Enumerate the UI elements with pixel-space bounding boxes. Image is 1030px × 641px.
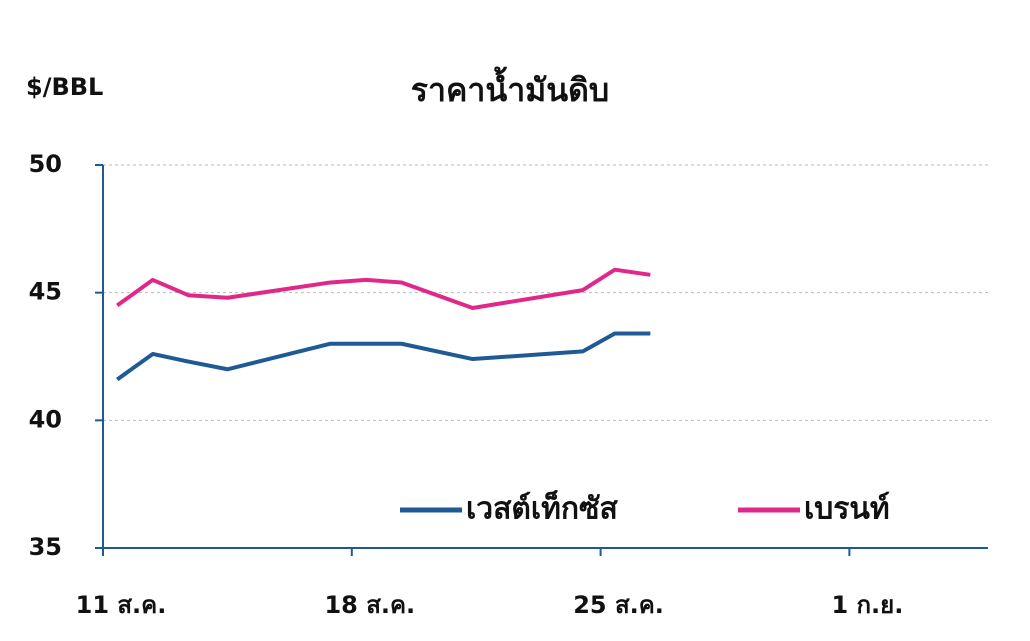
y-tick-label: 40 [29, 405, 62, 433]
x-tick-label: 1 ก.ย. [831, 591, 903, 619]
legend-label: เบรนท์ [804, 492, 890, 527]
y-tick-label: 35 [29, 533, 62, 561]
y-tick-label: 45 [29, 278, 62, 306]
y-axis-label: $/BBL [26, 73, 103, 101]
x-tick-label: 25 ส.ค. [573, 591, 664, 619]
y-tick-label: 50 [29, 150, 62, 178]
x-tick-label: 18 ส.ค. [324, 591, 415, 619]
legend-label: เวสต์เท็กซัส [466, 490, 618, 527]
x-tick-label: 11 ส.ค. [76, 591, 167, 619]
line-series [116, 331, 651, 382]
chart-title: ราคาน้ำมันดิบ [411, 66, 609, 109]
line-series [116, 267, 651, 310]
